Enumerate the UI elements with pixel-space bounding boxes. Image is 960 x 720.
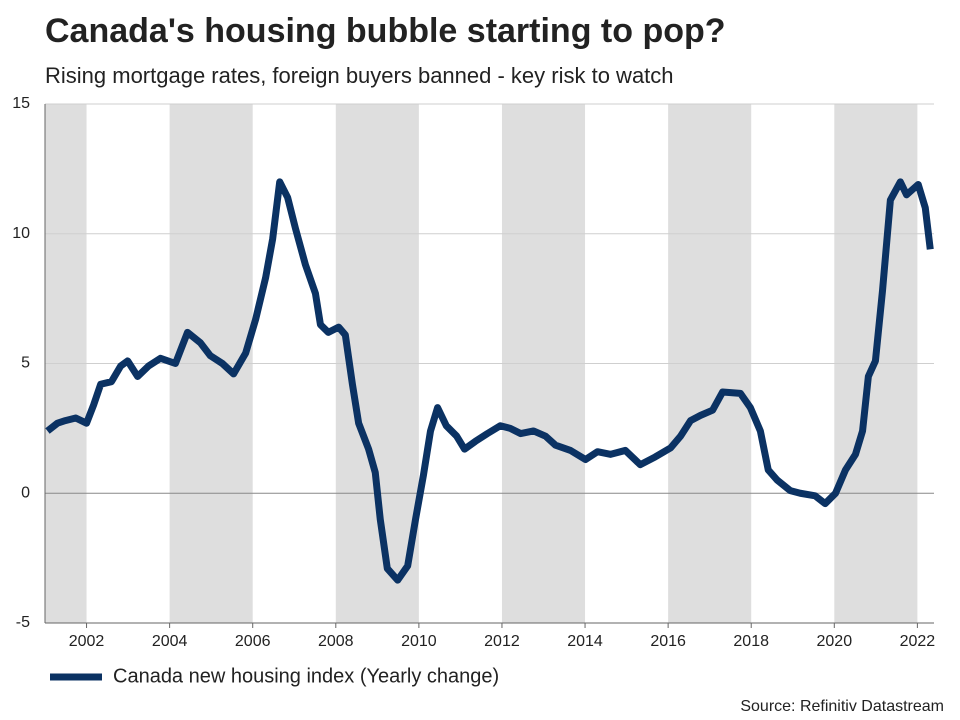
x-tick-label: 2022 [900,633,936,650]
y-tick-label: 10 [12,225,30,242]
x-tick-label: 2012 [484,633,520,650]
x-tick-label: 2006 [235,633,271,650]
y-tick-label: 5 [21,355,30,372]
chart-title: Canada's housing bubble starting to pop? [45,12,726,50]
x-tick-label: 2016 [650,633,686,650]
legend-label: Canada new housing index (Yearly change) [113,665,499,687]
x-tick-label: 2014 [567,633,603,650]
x-tick-label: 2008 [318,633,354,650]
y-tick-label: -5 [16,614,30,631]
y-tick-label: 15 [12,95,30,112]
x-tick-label: 2020 [817,633,853,650]
x-tick-label: 2018 [733,633,769,650]
y-tick-label: 0 [21,484,30,501]
x-tick-label: 2002 [69,633,105,650]
data-line [45,178,934,584]
x-tick-label: 2010 [401,633,437,650]
source: Source: Refinitiv Datastream [740,698,944,715]
x-tick-label: 2004 [152,633,188,650]
chart-subtitle: Rising mortgage rates, foreign buyers ba… [45,63,674,88]
